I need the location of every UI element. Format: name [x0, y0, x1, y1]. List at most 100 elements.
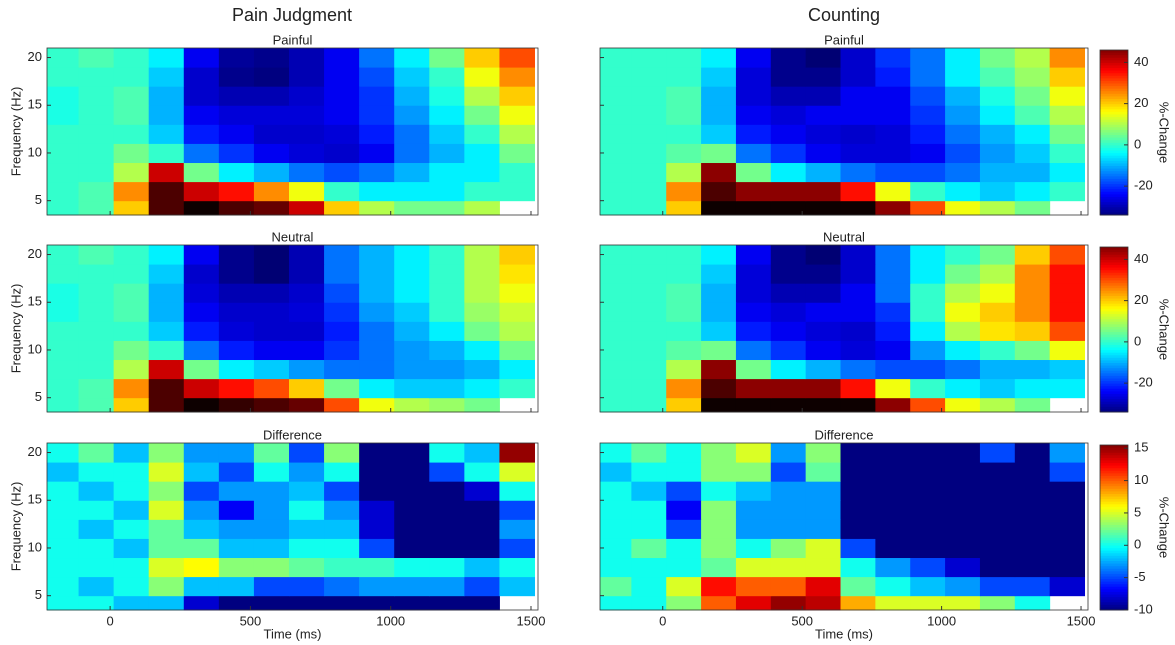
colorbar-step [1100, 65, 1128, 69]
heat-cell [770, 181, 807, 202]
heat-cell [600, 359, 632, 380]
heat-cell [770, 302, 807, 322]
heat-cell [735, 359, 772, 380]
heat-cell [288, 538, 325, 559]
heat-cell [394, 264, 430, 284]
heat-cell [183, 264, 220, 284]
panel-title: Painful [824, 32, 864, 47]
heat-cell [429, 576, 465, 597]
heat-cell [600, 378, 632, 399]
heat-cell [148, 105, 185, 125]
colorbar-step [1100, 202, 1128, 206]
heatmap [47, 443, 535, 611]
heat-cell [805, 302, 842, 322]
heat-cell [910, 519, 946, 539]
heat-cell [701, 264, 737, 284]
heat-cell [324, 105, 360, 125]
heat-cell [47, 105, 80, 125]
heat-cell [113, 162, 150, 183]
heat-cell [875, 443, 911, 463]
colorbar-frame [1099, 49, 1129, 216]
heat-cell [394, 321, 430, 341]
heat-cell [78, 162, 115, 183]
heat-cell [979, 200, 1016, 216]
heat-cell [805, 557, 842, 578]
heat-cell [1049, 519, 1086, 539]
heat-cell [253, 181, 290, 202]
heat-cell [910, 86, 946, 106]
column-title: Counting [808, 5, 880, 25]
heat-cell [394, 162, 430, 183]
heat-cell [218, 105, 255, 125]
heat-cell [47, 86, 80, 106]
heat-cell [429, 321, 465, 341]
heat-cell [631, 576, 667, 597]
heat-cell [288, 595, 325, 611]
heat-cell [631, 595, 667, 611]
heat-cell [464, 538, 500, 559]
colorbar-step [1100, 542, 1128, 547]
heat-cell [499, 48, 535, 68]
heat-cell [359, 481, 395, 501]
heat-cell [666, 162, 702, 183]
heat-cell [218, 443, 255, 463]
heat-cell [359, 162, 395, 183]
colorbar-step [1100, 158, 1128, 162]
heat-cell [1049, 538, 1086, 559]
heat-cell [183, 48, 220, 68]
colorbar-step [1100, 306, 1128, 310]
heat-cell [429, 481, 465, 501]
heat-cell [770, 397, 807, 413]
colorbar-step [1100, 391, 1128, 395]
heat-cell [735, 500, 772, 520]
colorbar-step [1100, 561, 1128, 565]
colorbar-step [1100, 262, 1128, 266]
colorbar-tick-label: -10 [1134, 601, 1153, 616]
heat-cell [945, 48, 981, 68]
heat-cell [600, 462, 632, 482]
colorbar-step [1100, 319, 1128, 323]
heat-cell [47, 124, 80, 144]
heat-cell [253, 124, 290, 144]
colorbar-step [1100, 78, 1128, 82]
heat-cell [600, 340, 632, 361]
heat-cell [770, 359, 807, 380]
colorbar-step [1100, 301, 1128, 305]
heat-cell [945, 245, 981, 265]
heat-cell [735, 67, 772, 87]
heat-cell [183, 443, 220, 463]
heat-cell [183, 359, 220, 380]
heat-cell [979, 245, 1016, 265]
heat-cell [666, 538, 702, 559]
colorbar-step [1100, 52, 1128, 56]
heat-cell [701, 143, 737, 164]
colorbar-step [1100, 137, 1128, 141]
heat-cell [183, 378, 220, 399]
colorbar-step [1100, 393, 1128, 398]
heat-cell [805, 321, 842, 341]
heat-cell [47, 538, 80, 559]
heat-cell [910, 557, 946, 578]
heat-cell [805, 397, 842, 413]
colorbar-step [1100, 277, 1128, 282]
colorbar-step [1100, 98, 1128, 103]
colorbar-step [1100, 265, 1128, 269]
heat-cell [183, 245, 220, 265]
heat-cell [288, 321, 325, 341]
colorbar-step [1100, 388, 1128, 392]
heat-cell [701, 443, 737, 463]
colorbar-step [1100, 163, 1128, 167]
heat-cell [218, 67, 255, 87]
heat-cell [600, 283, 632, 303]
heat-cell [1014, 283, 1051, 303]
y-axis-label: Frequency (Hz) [8, 482, 23, 572]
heat-cell [429, 538, 465, 559]
heat-cell [218, 340, 255, 361]
heat-cell [979, 538, 1016, 559]
colorbar-step [1100, 285, 1128, 289]
heat-cell [324, 181, 360, 202]
heat-cell [600, 321, 632, 341]
heat-cell [600, 481, 632, 501]
heat-cell [1014, 321, 1051, 341]
colorbar-step [1100, 73, 1128, 77]
